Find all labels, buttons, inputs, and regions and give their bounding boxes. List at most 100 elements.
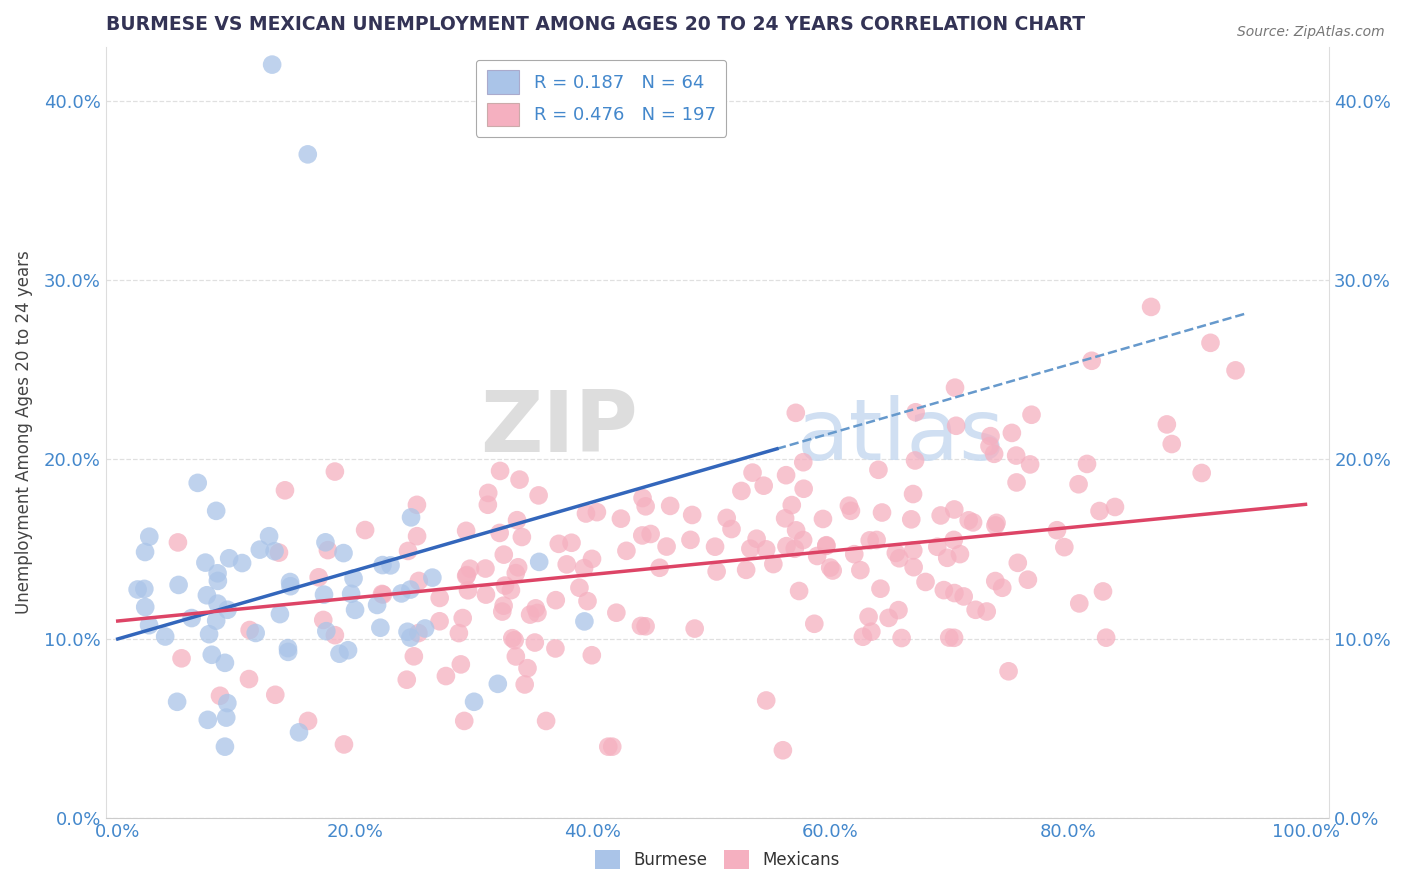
Point xyxy=(245,626,267,640)
Point xyxy=(328,647,350,661)
Point xyxy=(952,590,974,604)
Legend: R = 0.187   N = 64, R = 0.476   N = 197: R = 0.187 N = 64, R = 0.476 N = 197 xyxy=(475,60,727,136)
Point xyxy=(1021,408,1043,422)
Point xyxy=(477,498,499,512)
Point xyxy=(991,581,1014,595)
Point xyxy=(986,516,1008,530)
Point xyxy=(167,535,190,549)
Point xyxy=(167,578,190,592)
Point xyxy=(217,696,239,710)
Point xyxy=(704,540,727,554)
Point xyxy=(524,601,547,615)
Point xyxy=(408,574,430,588)
Point xyxy=(138,618,160,632)
Point xyxy=(447,626,470,640)
Point xyxy=(785,406,807,420)
Point xyxy=(914,574,936,589)
Point xyxy=(1019,458,1042,472)
Point xyxy=(852,630,875,644)
Point xyxy=(1005,475,1028,490)
Point xyxy=(477,486,499,500)
Point xyxy=(207,574,229,588)
Point xyxy=(494,578,516,592)
Point xyxy=(720,522,742,536)
Point xyxy=(860,624,883,639)
Point xyxy=(762,557,785,571)
Point xyxy=(1017,573,1039,587)
Point xyxy=(581,648,603,663)
Point xyxy=(780,498,803,512)
Point xyxy=(1067,477,1090,491)
Point xyxy=(943,502,966,516)
Point xyxy=(399,631,422,645)
Point xyxy=(983,447,1005,461)
Point xyxy=(391,586,413,600)
Point xyxy=(134,600,156,615)
Point xyxy=(516,661,538,675)
Point xyxy=(1225,363,1247,377)
Point xyxy=(205,504,228,518)
Point xyxy=(450,657,472,672)
Point xyxy=(706,565,728,579)
Point xyxy=(505,649,527,664)
Point xyxy=(681,508,703,522)
Point xyxy=(519,607,541,622)
Point xyxy=(340,587,363,601)
Point xyxy=(205,614,228,628)
Point xyxy=(740,541,762,556)
Point xyxy=(315,624,337,639)
Point xyxy=(323,628,346,642)
Point xyxy=(904,453,927,467)
Point xyxy=(932,583,955,598)
Point xyxy=(900,512,922,526)
Point xyxy=(201,648,224,662)
Point xyxy=(957,513,980,527)
Point xyxy=(730,483,752,498)
Point xyxy=(984,574,1007,588)
Point xyxy=(581,552,603,566)
Point xyxy=(945,418,967,433)
Text: Source: ZipAtlas.com: Source: ZipAtlas.com xyxy=(1237,25,1385,39)
Point xyxy=(406,529,429,543)
Point xyxy=(534,714,557,728)
Point xyxy=(457,583,479,598)
Point xyxy=(869,582,891,596)
Point xyxy=(458,562,481,576)
Point xyxy=(312,613,335,627)
Point xyxy=(166,695,188,709)
Point xyxy=(683,622,706,636)
Point xyxy=(997,665,1019,679)
Point xyxy=(659,499,682,513)
Point xyxy=(631,528,654,542)
Point xyxy=(544,593,567,607)
Point xyxy=(858,609,880,624)
Point xyxy=(773,511,796,525)
Point xyxy=(316,543,339,558)
Point xyxy=(263,544,285,558)
Point xyxy=(508,560,530,574)
Point xyxy=(249,542,271,557)
Point xyxy=(679,533,702,547)
Point xyxy=(1199,335,1222,350)
Point xyxy=(870,506,893,520)
Point xyxy=(475,588,498,602)
Point xyxy=(257,529,280,543)
Point xyxy=(312,588,335,602)
Point xyxy=(456,568,478,582)
Point xyxy=(489,464,512,478)
Point xyxy=(197,713,219,727)
Point xyxy=(901,487,924,501)
Point xyxy=(818,560,841,574)
Point xyxy=(399,510,422,524)
Point xyxy=(884,546,907,560)
Point xyxy=(889,551,911,566)
Point xyxy=(308,570,330,584)
Point xyxy=(314,535,336,549)
Point xyxy=(775,539,797,553)
Point xyxy=(1191,466,1213,480)
Point xyxy=(568,581,591,595)
Point xyxy=(1005,449,1028,463)
Point xyxy=(936,550,959,565)
Point xyxy=(735,563,758,577)
Point xyxy=(1046,523,1069,537)
